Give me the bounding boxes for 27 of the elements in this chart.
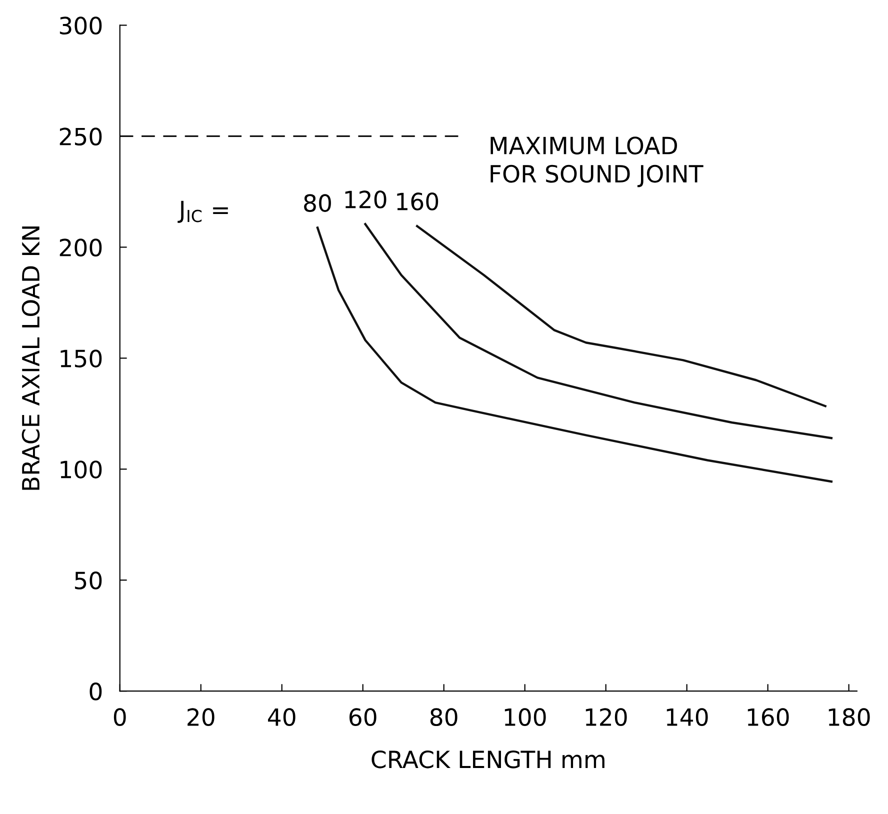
y-tick-label: 0 — [90, 682, 102, 700]
x-tick-label: 180 — [828, 708, 870, 726]
x-tick-label: 40 — [268, 708, 296, 726]
y-tick-label: 150 — [60, 350, 102, 368]
x-tick-label: 120 — [586, 708, 627, 726]
y-tick-label: 100 — [60, 460, 102, 478]
x-tick-label: 160 — [748, 708, 789, 726]
y-axis-title: BRACE AXIAL LOAD KN — [22, 226, 40, 490]
x-tick-label: 80 — [430, 708, 458, 726]
series-label: 160 — [397, 192, 438, 210]
x-tick-label: 60 — [349, 708, 376, 726]
x-tick-label: 140 — [666, 708, 708, 726]
series-label: 120 — [345, 190, 386, 208]
ref-line-label: MAXIMUM LOAD FOR SOUND JOINT — [490, 136, 704, 188]
y-tick-label: 300 — [60, 16, 102, 35]
y-tick-label: 200 — [60, 238, 102, 256]
x-tick-label: 100 — [504, 708, 546, 726]
x-tick-label: 0 — [114, 708, 126, 726]
x-axis-title: CRACK LENGTH mm — [372, 750, 604, 768]
x-tick-label: 20 — [188, 708, 214, 726]
line-series — [316, 226, 833, 483]
y-tick-label: 50 — [74, 572, 102, 590]
annotation: J$_{IC}$ = — [178, 200, 228, 223]
line-series — [416, 224, 826, 408]
series-label: 80 — [304, 194, 331, 212]
y-tick-label: 250 — [60, 128, 102, 146]
line-series — [364, 222, 833, 440]
